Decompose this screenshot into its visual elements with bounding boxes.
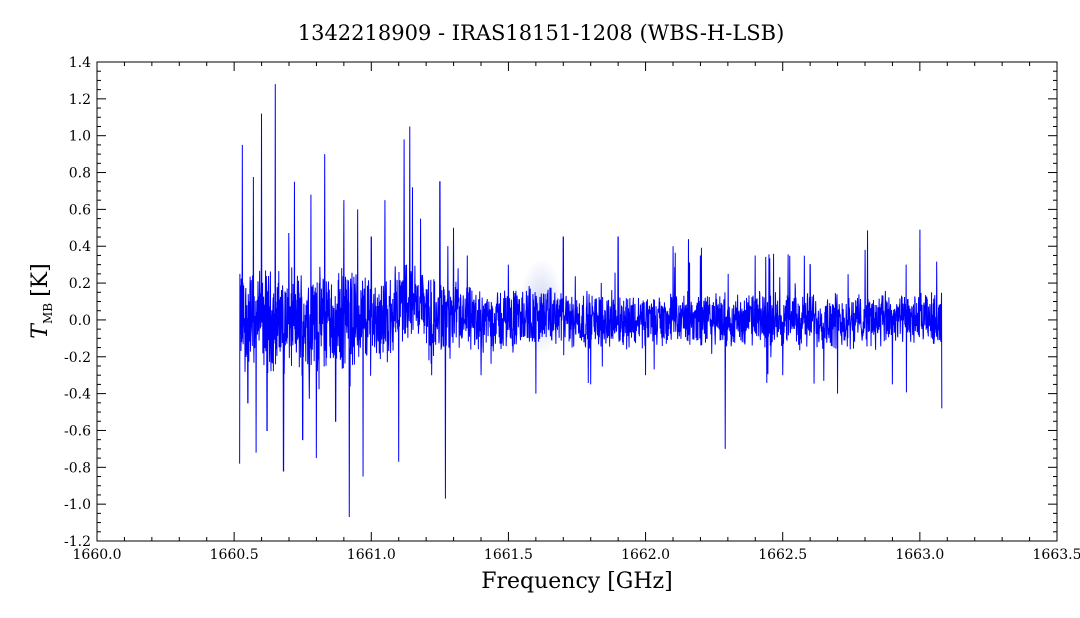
x-tick-label: 1661.5 [484, 547, 533, 563]
x-tick-label: 1662.0 [621, 547, 670, 563]
x-tick-label: 1663.5 [1033, 547, 1080, 563]
x-tick-label: 1660.5 [210, 547, 259, 563]
y-tick-label: 0.8 [69, 166, 91, 182]
y-tick-label: 1.2 [69, 92, 91, 108]
x-tick-label: 1661.0 [347, 547, 396, 563]
y-tick-label: -0.8 [64, 460, 91, 476]
spectrum-line [239, 84, 943, 518]
x-axis-label: Frequency [GHz] [481, 569, 673, 594]
chart-title: 1342218909 - IRAS18151-1208 (WBS-H-LSB) [298, 21, 785, 45]
y-tick-label: -0.6 [64, 423, 91, 439]
plot-area: 1660.0 1660.5 1661.0 1661.5 1662.0 1662.5 1663… [64, 55, 1080, 563]
y-tick-label: -0.4 [64, 387, 91, 403]
y-tick-label: -1.2 [64, 534, 91, 550]
y-tick-label: 0.0 [69, 313, 91, 329]
y-axis-label-subscript: MB [41, 303, 55, 324]
y-tick-label: 0.6 [69, 202, 91, 218]
y-tick-label: 1.4 [69, 55, 91, 71]
y-axis-label-symbol: T [28, 322, 53, 339]
y-axis-label-unit: [K] [28, 263, 53, 297]
y-tick-label: -1.0 [64, 497, 91, 513]
y-tick-label: 1.0 [69, 129, 91, 145]
x-tick-label: 1662.5 [758, 547, 807, 563]
y-axis-label: TMB [K] [28, 263, 55, 338]
x-tick-label: 1660.0 [73, 547, 122, 563]
y-tick-label: -0.2 [64, 350, 91, 366]
x-tick-label: 1663.0 [895, 547, 944, 563]
y-tick-label: 0.4 [69, 239, 91, 255]
y-tick-label: 0.2 [69, 276, 91, 292]
